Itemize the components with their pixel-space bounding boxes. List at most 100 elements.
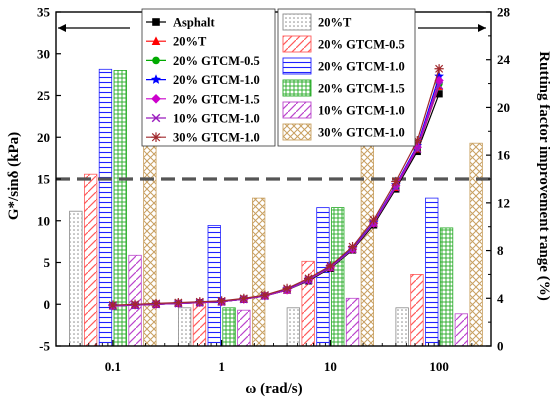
legend-bar-label-20-t: 20%T [318,16,352,30]
bar-20-gtcm-1-0-3 [425,197,439,347]
bar-20-t-3 [395,307,409,347]
y-right-tick-label: 16 [497,148,511,163]
point-30-gtcm-1-0-2 [151,298,161,309]
point-30-gtcm-1-0-13 [391,176,401,187]
y-left-tick-label: 15 [37,172,51,187]
legend-lines-box [141,8,276,147]
bar-20-gtcm-1-5-1 [222,307,236,347]
legend-label-10-gtcm-1-0: 10% GTCM-1.0 [173,112,260,126]
point-30-gtcm-1-0-4 [195,297,205,307]
legend-bar-label-20-gtcm-1-0: 20% GTCM-1.0 [318,60,405,74]
point-30-gtcm-1-0-14 [412,135,422,146]
y-left-tick-label: 5 [44,255,51,270]
y-left-tick-label: 20 [37,130,50,145]
line-30-gtcm-1-0 [112,68,440,306]
y-left-tick-label: 25 [37,88,51,103]
bar-20-t-2 [286,307,301,347]
y-axis-right-title: Rutting factor improvement range (%) [536,51,550,300]
point-30-gtcm-1-0-0 [108,300,118,310]
y-left-tick-label: 35 [37,5,51,20]
line-10-gtcm-1-0 [112,85,440,307]
legend-marker-asphalt [152,18,160,26]
bar-10-gtcm-1-0-3 [454,313,469,347]
legend-marker-10-gtcm-1-0 [151,113,161,123]
x-axis-title: ω (rad/s) [245,381,302,397]
bar-layer [69,23,483,347]
bar-20-gtcm-1-0-2 [316,207,330,347]
point-30-gtcm-1-0-11 [347,242,358,252]
y-right-tick-label: 8 [497,243,504,258]
y-right-tick-label: 28 [497,5,511,20]
legend-swatch-10-gtcm-1-0 [282,101,312,119]
legend-marker-20-gtcm-0-5 [152,56,160,65]
legend-label-20-t: 20%T [173,35,207,49]
bar-30-gtcm-1-0-3 [469,142,483,347]
line-layer [108,64,444,311]
y-right-tick-label: 24 [497,52,511,67]
point-30-gtcm-1-0-5 [217,296,227,306]
legend-swatch-20-gtcm-0-5 [282,35,312,53]
point-20-gtcm-1-5-15 [434,75,444,86]
y-left-tick-label: 30 [37,46,50,61]
y-left-tick-label: 0 [44,297,51,312]
x-tick-label: 100 [429,359,449,374]
point-30-gtcm-1-0-6 [239,293,249,304]
right-arrow-head [478,24,486,32]
legend-label-30-gtcm-1-0: 30% GTCM-1.0 [173,131,260,145]
point-30-gtcm-1-0-3 [173,297,183,308]
legend-marker-20-t [151,36,161,45]
point-30-gtcm-1-0-7 [260,290,270,300]
point-asphalt-15 [435,90,443,98]
point-30-gtcm-1-0-10 [325,261,335,271]
legend-bars-box [277,8,416,147]
legend-marker-20-gtcm-1-5 [151,94,161,104]
bar-20-gtcm-1-0-1 [207,225,221,347]
bar-20-gtcm-0-5-3 [410,273,424,347]
y-right-tick-label: 0 [497,339,504,354]
legend-bar-label-30-gtcm-1-0: 30% GTCM-1.0 [318,126,405,140]
point-30-gtcm-1-0-1 [130,299,140,309]
bar-20-t-0 [69,210,83,347]
y-right-tick-label: 12 [497,195,510,210]
legend-swatch-20-t [282,13,312,31]
legend-label-asphalt: Asphalt [173,16,216,30]
axis-arrows [58,24,486,32]
point-10-gtcm-1-0-15 [435,81,444,90]
legend-label-20-gtcm-1-5: 20% GTCM-1.5 [173,92,260,106]
legend-marker-20-gtcm-1-0 [150,74,162,84]
legend-bars: 20%T 20% GTCM-0.5 20% GTCM-1.0 20% GTCM-1.5… [277,8,416,147]
legend-swatch-30-gtcm-1-0 [282,123,312,141]
legend-marker-30-gtcm-1-0 [151,132,161,142]
point-10-gtcm-1-0-14 [413,144,422,154]
legend-lines: Asphalt 20%T 20% GTCM-0.5 20% GTCM-1.0 20% G… [141,8,276,147]
legend-bar-label-10-gtcm-1-0: 10% GTCM-1.0 [318,104,405,118]
bar-20-gtcm-0-5-0 [84,173,98,347]
x-tick-label: 0.1 [105,359,121,374]
point-30-gtcm-1-0-9 [303,273,314,283]
point-30-gtcm-1-0-8 [282,283,292,293]
point-30-gtcm-1-0-15 [434,64,444,74]
bar-20-gtcm-1-5-2 [331,207,345,347]
left-arrow-head [58,24,66,32]
point-30-gtcm-1-0-12 [369,215,379,225]
bar-10-gtcm-1-0-2 [345,297,360,347]
legend-label-20-gtcm-0-5: 20% GTCM-0.5 [173,54,260,68]
bar-20-gtcm-0-5-1 [192,302,207,347]
bar-10-gtcm-1-0-1 [237,309,251,347]
legend-bar-label-20-gtcm-1-5: 20% GTCM-1.5 [318,82,405,96]
y-left-tick-label: -5 [39,339,50,354]
y-axis-left-title: G*/sinδ (kPa) [6,132,22,220]
bar-30-gtcm-1-0-2 [360,137,375,347]
bar-20-gtcm-1-5-3 [439,227,454,347]
y-right-tick-label: 20 [497,100,510,115]
legend-swatch-20-gtcm-1-5 [282,79,312,97]
x-tick-label: 10 [324,359,337,374]
x-tick-label: 1 [218,359,225,374]
legend-swatch-20-gtcm-1-0 [282,57,312,75]
y-left-tick-label: 10 [37,213,50,228]
bar-20-t-1 [177,307,192,347]
bar-30-gtcm-1-0-1 [251,197,266,347]
legend-label-20-gtcm-1-0: 20% GTCM-1.0 [173,73,260,87]
y-right-tick-label: 4 [497,291,504,306]
